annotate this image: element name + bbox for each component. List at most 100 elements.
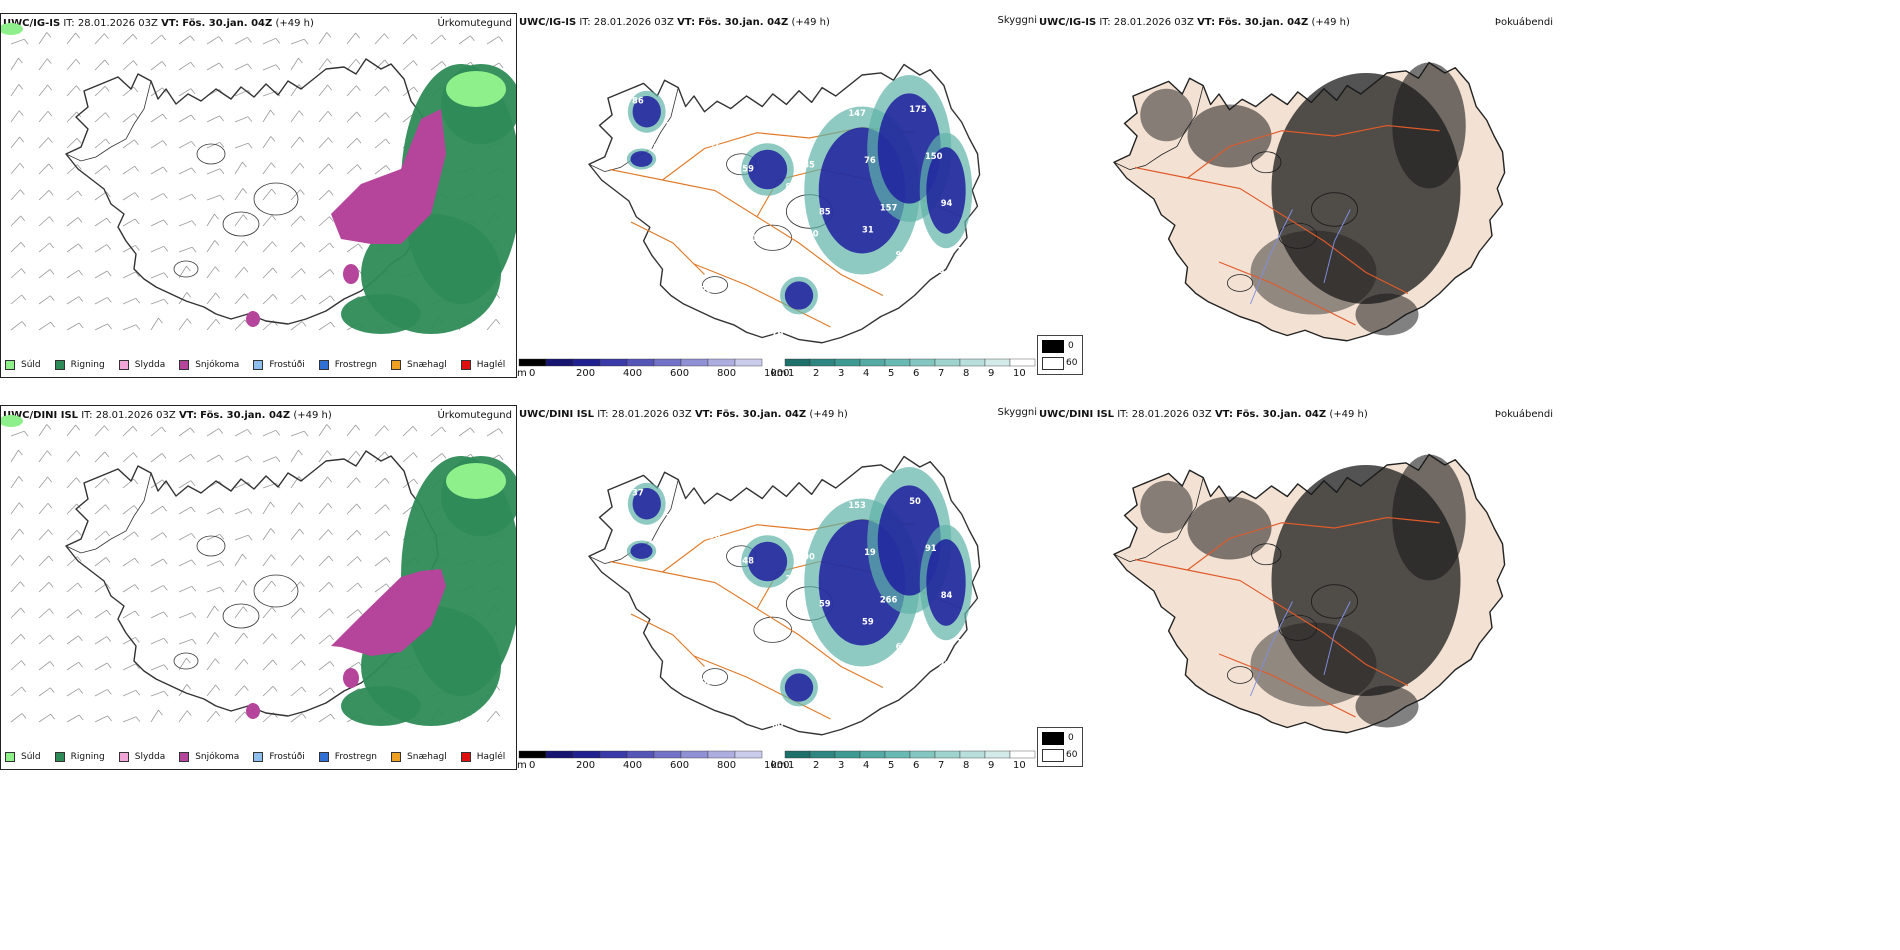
- wind-barb-flag: [20, 581, 25, 587]
- legend-item: Súld: [5, 752, 41, 762]
- wind-barb: [178, 220, 193, 227]
- wind-barb-flag: [162, 113, 167, 120]
- scale-tick: 400: [623, 760, 642, 771]
- legend-item: Snæhagl: [391, 752, 447, 762]
- wind-barb: [318, 581, 330, 593]
- scale-swatch: [734, 358, 763, 367]
- wind-barb: [38, 137, 49, 149]
- wind-barb: [150, 61, 163, 71]
- wind-barb: [150, 479, 163, 489]
- cloud-base-label: 82: [817, 276, 829, 286]
- wind-barb: [94, 636, 108, 645]
- wind-barb: [206, 658, 216, 671]
- wind-barb-flag: [247, 455, 252, 462]
- wind-barb-flag: [330, 295, 335, 302]
- cloud-base-label: 175: [909, 104, 927, 114]
- wind-barb-flag: [299, 136, 304, 143]
- wind-barb: [290, 241, 302, 253]
- coastline: [588, 455, 981, 736]
- wind-barb-flag: [18, 84, 24, 90]
- wind-barb-flag: [275, 430, 281, 436]
- cloud-base-label: 156: [679, 629, 697, 639]
- fog-shading: [1392, 454, 1466, 581]
- cloud-base-label: 153: [848, 500, 866, 510]
- legend-label: Súld: [21, 360, 41, 370]
- wind-barb-flag: [104, 478, 110, 484]
- wind-barb: [94, 504, 106, 515]
- wind-barb: [10, 633, 22, 645]
- wind-barb: [178, 427, 191, 437]
- wind-barb-flag: [21, 686, 27, 693]
- wind-barb-flag: [357, 164, 362, 170]
- wind-barb-flag: [158, 709, 163, 716]
- wind-barb: [10, 110, 20, 123]
- wind-barb: [234, 632, 244, 645]
- ceiling-panel-top: UWC/IG-IS IT: 28.01.2026 03Z VT: Fös. 30…: [517, 13, 1037, 379]
- scale-swatch: [959, 358, 986, 367]
- wind-barb-flag: [135, 690, 141, 696]
- wind-barb-flag: [247, 37, 252, 43]
- wind-barb-flag: [384, 425, 389, 431]
- wind-barb-flag: [106, 244, 112, 250]
- wind-barb: [318, 269, 331, 279]
- wind-barb-flag: [413, 60, 418, 66]
- cloud-base-label: 28: [939, 660, 951, 670]
- wind-barb-flag: [219, 142, 225, 148]
- wind-barb: [150, 298, 165, 305]
- snow-area: [331, 569, 446, 656]
- wind-barb-flag: [219, 560, 225, 567]
- wind-barb: [122, 245, 136, 253]
- cloud-base-label: 151: [986, 539, 1004, 549]
- wind-barb-flag: [303, 430, 309, 437]
- legend-swatch: [391, 752, 402, 762]
- cloud-base-label: 105: [648, 535, 666, 545]
- river: [1323, 601, 1351, 676]
- coastline: [588, 63, 981, 344]
- wind-barb: [122, 139, 135, 149]
- wind-barb: [234, 240, 244, 253]
- cloud-base-label: 47: [709, 138, 721, 148]
- fog-legend-light: 60: [1066, 358, 1078, 368]
- wind-barb-flag: [77, 190, 83, 197]
- scale-swatch: [707, 358, 736, 367]
- wind-barb: [234, 267, 245, 279]
- wind-barb: [374, 477, 386, 489]
- legend-label: Frostúði: [269, 360, 305, 370]
- wind-barb: [346, 243, 359, 253]
- wind-barb: [94, 425, 105, 437]
- wind-barb-flag: [162, 558, 168, 565]
- wind-barb-flag: [105, 138, 111, 145]
- wind-barb-flag: [242, 553, 247, 560]
- wind-barb-flag: [104, 33, 109, 39]
- cloud-base-label: 53: [972, 685, 984, 695]
- wind-barb-flag: [18, 57, 23, 64]
- wind-barb: [10, 294, 22, 305]
- legend-label: Snjókoma: [195, 360, 240, 370]
- wind-barb-flag: [326, 58, 332, 64]
- wind-barb-flag: [106, 662, 112, 669]
- scale-swatch: [545, 358, 574, 367]
- wind-barb-flag: [214, 658, 220, 664]
- cloud-base-label: 100: [650, 728, 668, 738]
- scale-swatch: [626, 750, 655, 759]
- wind-barb-flag: [133, 452, 138, 458]
- wind-barb-flag: [270, 528, 276, 534]
- wind-barb-flag: [191, 533, 196, 539]
- wind-barb-flag: [133, 60, 138, 66]
- wind-barb-flag: [413, 452, 418, 458]
- wind-barb: [178, 318, 188, 331]
- wind-barb-flag: [191, 612, 197, 619]
- precip-map: [1, 415, 516, 726]
- wind-barb-flag: [162, 532, 168, 538]
- wind-barb-flag: [356, 477, 361, 483]
- cloud-base-label: 60: [727, 116, 739, 126]
- cloud-base-label: 59: [742, 164, 754, 174]
- wind-barb-flag: [412, 34, 418, 40]
- wind-barb: [318, 295, 331, 305]
- legend-item: Snjókoma: [179, 752, 239, 762]
- wind-barb: [150, 193, 164, 201]
- westfjords-coastline: [1113, 469, 1204, 563]
- wind-barb: [122, 716, 137, 723]
- wind-barb-flag: [328, 529, 333, 535]
